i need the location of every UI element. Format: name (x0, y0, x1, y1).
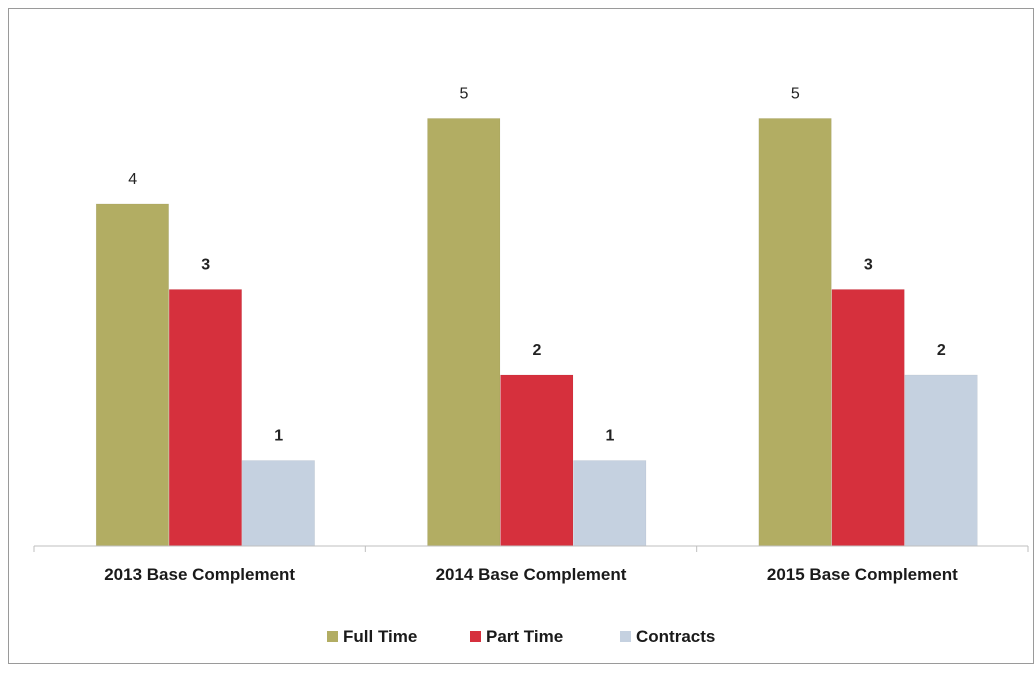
bar-full-time (758, 118, 832, 547)
bar-part-time (831, 289, 905, 547)
data-label: 4 (128, 171, 137, 188)
bar-full-time (427, 118, 501, 547)
bar-contracts (904, 374, 978, 547)
data-label: 3 (201, 256, 210, 273)
category-label: 2014 Base Complement (436, 565, 627, 584)
data-label: 1 (606, 427, 615, 444)
bar-contracts (241, 460, 315, 547)
legend-swatch (327, 631, 338, 642)
bar-part-time (500, 374, 574, 547)
bar-part-time (168, 289, 242, 547)
data-label: 3 (864, 256, 873, 273)
data-label: 2 (533, 342, 542, 359)
category-label: 2015 Base Complement (767, 565, 958, 584)
legend-swatch (470, 631, 481, 642)
legend: Full Time Part Time Contracts (327, 627, 715, 646)
data-label: 5 (460, 85, 469, 102)
legend-label: Contracts (636, 627, 715, 646)
data-label: 1 (274, 427, 283, 444)
data-label: 2 (937, 342, 946, 359)
category-label: 2013 Base Complement (104, 565, 295, 584)
bar-full-time (95, 203, 169, 547)
legend-swatch (620, 631, 631, 642)
bar-contracts (573, 460, 647, 547)
legend-label: Full Time (343, 627, 417, 646)
legend-label: Part Time (486, 627, 563, 646)
data-label: 5 (791, 85, 800, 102)
